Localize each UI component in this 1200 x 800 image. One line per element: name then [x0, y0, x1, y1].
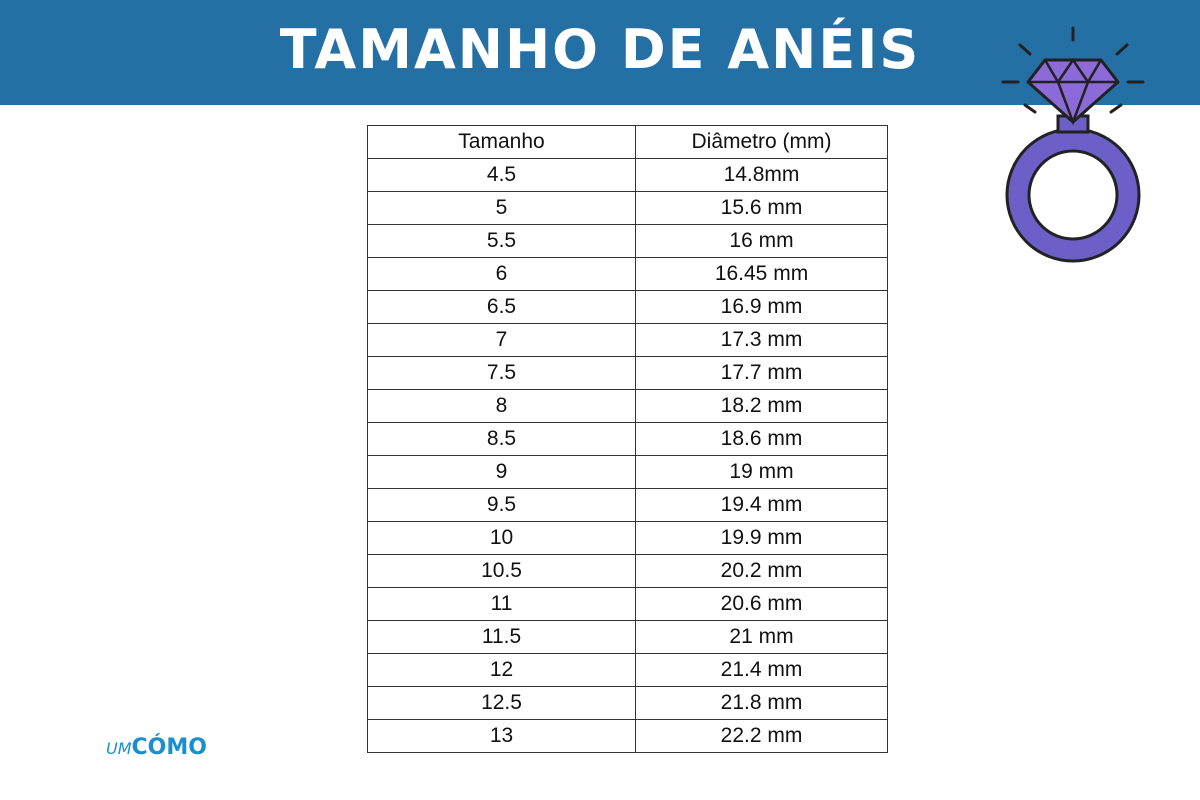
table-row: 11.5 21 mm — [367, 620, 888, 654]
table-row: 12 21.4 mm — [367, 653, 888, 687]
diameter-cell: 19 mm — [635, 455, 888, 489]
size-cell: 7 — [367, 323, 636, 357]
logo: UMCÓMO — [106, 735, 207, 760]
diameter-cell: 18.6 mm — [635, 422, 888, 456]
table-row: 5 15.6 mm — [367, 191, 888, 225]
size-cell: 13 — [367, 719, 636, 753]
size-cell: 6.5 — [367, 290, 636, 324]
table-row: 9.5 19.4 mm — [367, 488, 888, 522]
diameter-cell: 22.2 mm — [635, 719, 888, 753]
table-row: 6 16.45 mm — [367, 257, 888, 291]
size-cell: 10 — [367, 521, 636, 555]
diameter-cell: 14.8mm — [635, 158, 888, 192]
diameter-cell: 17.7 mm — [635, 356, 888, 390]
table-row: 11 20.6 mm — [367, 587, 888, 621]
diameter-cell: 21.8 mm — [635, 686, 888, 720]
size-cell: 11 — [367, 587, 636, 621]
size-cell: 9.5 — [367, 488, 636, 522]
diameter-cell: 20.6 mm — [635, 587, 888, 621]
table-row: 8.5 18.6 mm — [367, 422, 888, 456]
table-row: 7 17.3 mm — [367, 323, 888, 357]
diameter-cell: 19.9 mm — [635, 521, 888, 555]
table-row: 10 19.9 mm — [367, 521, 888, 555]
column-header: Diâmetro (mm) — [635, 125, 888, 159]
header-bar — [0, 0, 1200, 105]
table-row: 13 22.2 mm — [367, 719, 888, 753]
size-cell: 12.5 — [367, 686, 636, 720]
size-table: Tamanho Diâmetro (mm) 4.5 14.8mm 5 15.6 mm 5.… — [367, 125, 888, 753]
table-row: 12.5 21.8 mm — [367, 686, 888, 720]
table-row: 7.5 17.7 mm — [367, 356, 888, 390]
table-body: 4.5 14.8mm 5 15.6 mm 5.5 16 mm 6 16.45 mm 6.5 16.… — [367, 158, 888, 753]
logo-name: CÓMO — [131, 735, 207, 760]
size-cell: 11.5 — [367, 620, 636, 654]
diameter-cell: 18.2 mm — [635, 389, 888, 423]
diameter-cell: 16 mm — [635, 224, 888, 258]
table-row: 8 18.2 mm — [367, 389, 888, 423]
table-row: 6.5 16.9 mm — [367, 290, 888, 324]
size-cell: 8.5 — [367, 422, 636, 456]
ring-icon — [1001, 26, 1145, 263]
title: TAMANHO DE ANÉIS — [279, 18, 921, 81]
size-cell: 5.5 — [367, 224, 636, 258]
diameter-cell: 16.45 mm — [635, 257, 888, 291]
size-cell: 4.5 — [367, 158, 636, 192]
logo-prefix: UM — [106, 739, 132, 758]
header-row: Tamanho Diâmetro (mm) — [367, 125, 888, 159]
size-cell: 9 — [367, 455, 636, 489]
diameter-cell: 17.3 mm — [635, 323, 888, 357]
diameter-cell: 21 mm — [635, 620, 888, 654]
diameter-cell: 19.4 mm — [635, 488, 888, 522]
diameter-cell: 15.6 mm — [635, 191, 888, 225]
size-cell: 7.5 — [367, 356, 636, 390]
table-row: 4.5 14.8mm — [367, 158, 888, 192]
table-row: 10.5 20.2 mm — [367, 554, 888, 588]
size-cell: 8 — [367, 389, 636, 423]
table-row: 5.5 16 mm — [367, 224, 888, 258]
diameter-cell: 20.2 mm — [635, 554, 888, 588]
diameter-cell: 21.4 mm — [635, 653, 888, 687]
size-cell: 6 — [367, 257, 636, 291]
table-row: 9 19 mm — [367, 455, 888, 489]
size-cell: 10.5 — [367, 554, 636, 588]
size-cell: 5 — [367, 191, 636, 225]
diameter-cell: 16.9 mm — [635, 290, 888, 324]
size-cell: 12 — [367, 653, 636, 687]
column-header: Tamanho — [367, 125, 636, 159]
